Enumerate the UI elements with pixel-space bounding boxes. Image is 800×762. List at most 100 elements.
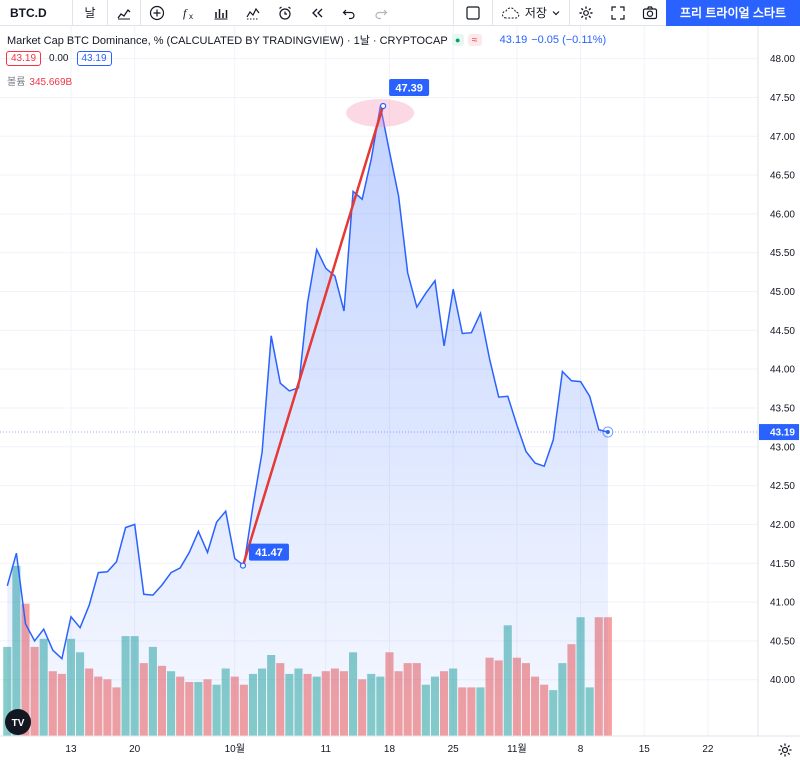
chart-type-button[interactable] — [108, 0, 140, 26]
symbol-search[interactable]: BTC.D — [10, 5, 47, 20]
price-tick-label: 42.50 — [770, 481, 795, 492]
price-axis-bg — [758, 26, 800, 736]
compare-button[interactable] — [141, 0, 173, 26]
price-axis[interactable]: 40.00 40.50 41.00 41.50 42.00 42.50 43.00 43.50… — [757, 26, 800, 736]
volume-value: 345.669B — [29, 77, 73, 88]
trend-labels: 47.39 41.47 — [239, 79, 614, 569]
price-tick-label: 46.00 — [770, 209, 795, 220]
price-tick-label: 43.00 — [770, 442, 795, 453]
svg-text:TV: TV — [12, 718, 25, 729]
toolbar-divider — [491, 0, 493, 26]
time-tick-label: 11 — [321, 744, 332, 755]
redo-button[interactable] — [365, 0, 397, 26]
trend-label-text: 41.47 — [255, 547, 283, 559]
price-line — [6, 105, 609, 661]
chart-legend[interactable]: Market Cap BTC Dominance, % (CALCULATED … — [7, 32, 606, 48]
price-tick-label: 44.00 — [770, 365, 795, 376]
templates-icon — [246, 7, 260, 19]
toolbar-divider — [452, 0, 454, 26]
toolbar-divider — [140, 0, 141, 26]
free-trial-button[interactable]: 프리 트라이얼 스타트 — [665, 0, 800, 26]
alarm-clock-icon — [279, 6, 291, 20]
last-point-dot — [605, 430, 610, 435]
redo-icon — [375, 9, 388, 19]
cloud-icon — [501, 6, 520, 18]
spread-value: 0.00 — [49, 53, 69, 64]
layout-button[interactable] — [454, 0, 492, 26]
trend-label-box — [389, 79, 430, 97]
last-price-tag — [759, 424, 799, 441]
price-area-fill — [7, 106, 608, 736]
time-tick-label: 18 — [384, 744, 396, 755]
fullscreen-icon — [611, 5, 625, 20]
templates-button[interactable] — [237, 0, 269, 26]
last-point-ring — [602, 426, 614, 438]
trend-line[interactable] — [241, 105, 385, 566]
svg-text:f: f — [183, 6, 188, 20]
price-tick-label: 47.00 — [770, 132, 795, 143]
plus-circle-icon — [149, 5, 165, 20]
volume-bar — [3, 646, 12, 736]
alert-button[interactable] — [269, 0, 301, 26]
undo-icon — [342, 9, 355, 19]
time-tick-label: 11월 — [507, 743, 527, 755]
toolbar-divider — [72, 0, 73, 26]
rewind-icon — [312, 8, 323, 17]
undo-button[interactable] — [333, 0, 365, 26]
time-tick-label: 8 — [578, 744, 584, 755]
change-value: −0.05 (−0.11%) — [531, 34, 607, 46]
trend-anchor — [379, 102, 387, 110]
buy-box[interactable]: 43.19 — [76, 51, 112, 66]
tradingview-logo[interactable]: TV — [5, 709, 31, 735]
save-label: 저장 — [524, 6, 547, 20]
volume-label: 볼륨 — [7, 77, 26, 88]
volume-legend[interactable]: 볼륨 345.669B — [7, 73, 72, 88]
fullscreen-button[interactable] — [602, 0, 634, 26]
price-tick-label: 41.00 — [770, 598, 795, 609]
square-icon — [466, 5, 480, 20]
interval-button[interactable]: 날 — [84, 6, 96, 20]
replay-button[interactable] — [301, 0, 333, 26]
time-axis[interactable]: 13 20 10월 11 18 25 11월 8 15 22 — [0, 735, 800, 762]
price-tick-label: 48.00 — [770, 54, 795, 65]
financials-button[interactable] — [205, 0, 237, 26]
camera-icon — [642, 5, 658, 19]
toolbar-divider — [568, 0, 570, 26]
gear-icon — [579, 6, 593, 19]
bar-chart-icon — [214, 8, 228, 19]
settings-button[interactable] — [570, 0, 602, 26]
time-tick-label: 15 — [639, 744, 651, 755]
sell-box[interactable]: 43.19 — [6, 51, 42, 66]
price-tick-label: 45.00 — [770, 287, 795, 298]
time-tick-label: 22 — [702, 744, 714, 755]
time-tick-label: 10월 — [225, 743, 245, 755]
trend-anchor — [239, 562, 247, 569]
trend-label-text: 47.39 — [395, 83, 423, 95]
price-chart[interactable]: 47.39 41.47 40.00 40.50 41.00 41.50 42.00 42.5… — [0, 26, 800, 762]
candles-icon — [117, 8, 131, 19]
last-price-tag-text: 43.19 — [770, 428, 795, 439]
trend-label-box — [248, 543, 289, 561]
save-button[interactable]: 저장 — [493, 4, 569, 21]
chevron-down-icon — [552, 10, 560, 15]
gear-icon[interactable] — [778, 743, 792, 757]
last-value: 43.19 — [499, 34, 528, 46]
time-tick-label: 20 — [129, 744, 141, 755]
price-tick-label: 42.00 — [770, 520, 795, 531]
price-tick-label: 45.50 — [770, 248, 795, 259]
market-status-icon: ● — [451, 34, 464, 46]
price-tick-label: 46.50 — [770, 171, 795, 182]
svg-text:x: x — [189, 12, 193, 21]
toolbar-divider — [107, 0, 108, 26]
time-tick-label: 13 — [65, 744, 77, 755]
price-tick-label: 41.50 — [770, 559, 795, 570]
price-tick-label: 47.50 — [770, 93, 795, 104]
price-tick-label: 40.00 — [770, 675, 795, 686]
series-title: Market Cap BTC Dominance, % (CALCULATED … — [7, 35, 448, 47]
time-axis-bg — [0, 736, 800, 762]
delay-status-icon: ≈ — [467, 34, 482, 46]
quote-boxes: 43.19 0.00 43.19 — [6, 51, 112, 66]
time-tick-label: 25 — [448, 744, 460, 755]
snapshot-button[interactable] — [634, 0, 666, 26]
